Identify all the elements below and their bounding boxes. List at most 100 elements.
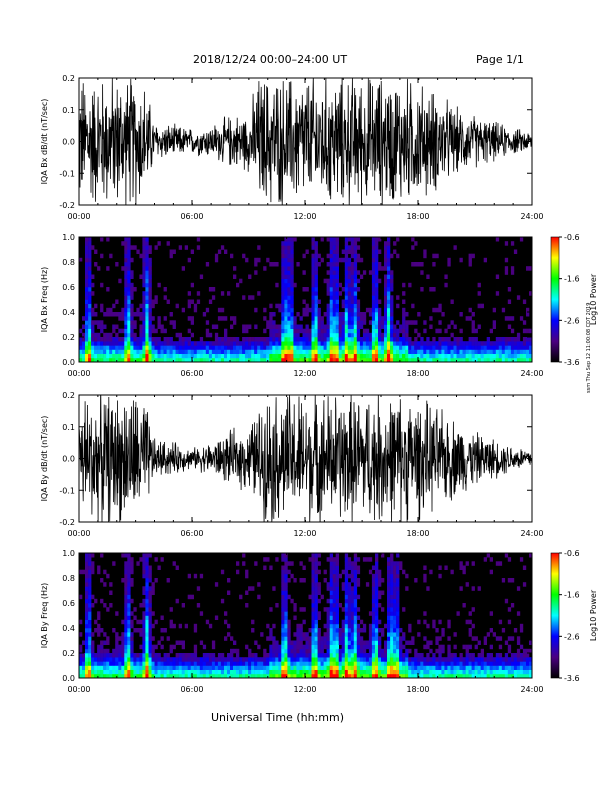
bx-spectrogram-cell <box>230 345 234 350</box>
bx-spectrogram-cell <box>526 345 530 350</box>
bx-spectrogram-cell <box>359 312 364 317</box>
bx-spectrogram-cell <box>450 341 454 346</box>
bx-spectrogram-cell <box>193 341 198 346</box>
bx-spectrogram-cell <box>169 357 173 363</box>
bx-spectrogram-cell <box>441 337 445 342</box>
bx-spectrogram-cell <box>338 312 342 317</box>
bx-spectrogram-cell <box>353 324 358 329</box>
bx-spectrogram-cell <box>142 241 146 246</box>
bx-spectrogram-cell <box>269 345 273 350</box>
bx-spectrogram-cell <box>91 337 95 342</box>
bx-spectrogram-cell <box>390 307 394 313</box>
by-spectrogram-cell <box>124 586 128 591</box>
page-title: 2018/12/24 00:00–24:00 UT <box>193 53 348 66</box>
by-spectrogram-cell <box>136 619 140 625</box>
bx-spectrogram-cell <box>441 341 445 346</box>
bx-spectrogram-cell <box>402 291 406 296</box>
bx-spectrogram-cell <box>293 349 297 354</box>
by-spectrogram-cell <box>88 611 92 616</box>
bx-spectrogram-cell <box>121 349 125 354</box>
bx-spectrogram-cell <box>489 353 493 359</box>
bx-spectrogram-cell <box>151 324 155 329</box>
bx-spectrogram-cell <box>311 295 315 300</box>
by-spectrogram-cell <box>281 623 285 629</box>
bx-spectrogram-cell <box>323 345 327 350</box>
bx-spectrogram-cell <box>302 270 306 275</box>
by-spectrogram-cell <box>145 648 149 654</box>
by-spectrogram-cell <box>341 653 345 658</box>
bx-spectrogram-cell <box>375 257 379 263</box>
by-spectrogram-cell <box>127 669 131 675</box>
by-spectrogram-cell <box>299 632 303 637</box>
bx-spectrogram-cell <box>459 257 463 263</box>
bx-spectrogram-cell <box>79 341 83 346</box>
by-spectrogram-cell <box>450 673 454 679</box>
bx-spectrogram-cell <box>365 341 370 346</box>
bx-spectrogram-cell <box>326 307 330 313</box>
bx-spectrogram-cell <box>299 349 303 354</box>
bx-spectrogram-cell <box>148 353 152 359</box>
by-spectrogram-cell <box>432 665 436 670</box>
bx-spectrogram-cell <box>88 324 92 329</box>
bx-spectrogram-cell <box>217 307 222 313</box>
by-spectrogram-cell <box>375 632 379 637</box>
bx-spectrogram-cell <box>257 341 261 346</box>
by-spectrogram-cell <box>302 578 306 583</box>
bx-spectrogram-cell <box>353 307 358 313</box>
by-spectrogram-cell <box>353 661 358 666</box>
by-spectrogram-cell <box>281 615 285 620</box>
by-spectrogram-cell <box>329 578 333 583</box>
by-spectrogram-cell <box>257 669 261 675</box>
bx-spectrogram-cell <box>314 345 318 350</box>
bx-spectrogram-cell <box>507 349 512 354</box>
by-spectrogram-cell <box>335 557 339 562</box>
bx-spectrogram-cell <box>405 320 409 325</box>
by-spectrogram-cell <box>474 636 478 641</box>
by-spectrogram-cell <box>118 661 122 666</box>
bx-spectrogram-cell <box>169 312 173 317</box>
bx-spectrogram-cell <box>468 345 472 350</box>
by-spectrogram-cell <box>160 665 164 670</box>
by-spectrogram-cell <box>91 565 95 570</box>
by-spectrogram-cell <box>522 653 527 658</box>
bx-spectrogram-cell <box>299 328 303 334</box>
bx-spectrogram-cell <box>157 357 161 363</box>
by-spectrogram-cell <box>489 661 493 666</box>
bx-spectrogram-cell <box>462 353 466 359</box>
by-spectrogram-cell <box>344 636 349 641</box>
bx-spectrogram-cell <box>290 312 294 317</box>
bx-spectrogram-cell <box>145 299 149 304</box>
bx-spectrogram-cell <box>426 274 430 279</box>
bx-spectrogram-cell <box>88 291 92 296</box>
bx-spectrogram-cell <box>510 341 515 346</box>
bx-spectrogram-cell <box>269 320 273 325</box>
by-spectrogram-cell <box>154 619 158 625</box>
by-spectrogram-cell <box>272 653 276 658</box>
by-spectrogram-cell <box>513 665 518 670</box>
bx-spectrogram-cell <box>145 345 149 350</box>
by-spectrogram-cell <box>447 623 451 629</box>
bx-spectrogram-cell <box>344 291 349 296</box>
by-spectrogram-cell <box>127 565 131 570</box>
bx-spectrogram-cell <box>293 316 297 321</box>
bx-spectrogram-cell <box>275 324 279 329</box>
by-spectrogram-cell <box>353 619 358 625</box>
bx-spectrogram-cell <box>356 349 361 354</box>
by-spectrogram-cell <box>148 665 152 670</box>
bx-spectrogram-cell <box>314 282 318 288</box>
by-spectrogram-cell <box>329 644 333 650</box>
bx-spectrogram-cell <box>356 316 361 321</box>
by-spectrogram-cell <box>311 553 315 558</box>
by-spectrogram-cell <box>266 557 270 562</box>
by-spectrogram-cell <box>169 623 173 629</box>
bx-spectrogram-cell <box>127 345 131 350</box>
bx-spectrogram-cell <box>329 249 333 254</box>
bx-spectrogram-cell <box>151 328 155 334</box>
bx-spectrogram-cell <box>302 357 306 363</box>
by-spectrogram-cell <box>145 594 149 600</box>
bx-spectrogram-cell <box>311 237 315 242</box>
bx-spectrogram-cell <box>118 278 122 284</box>
by-spectrogram-cell <box>435 628 439 633</box>
by-spectrogram-cell <box>130 653 134 658</box>
by-spectrogram-cell <box>459 665 463 670</box>
